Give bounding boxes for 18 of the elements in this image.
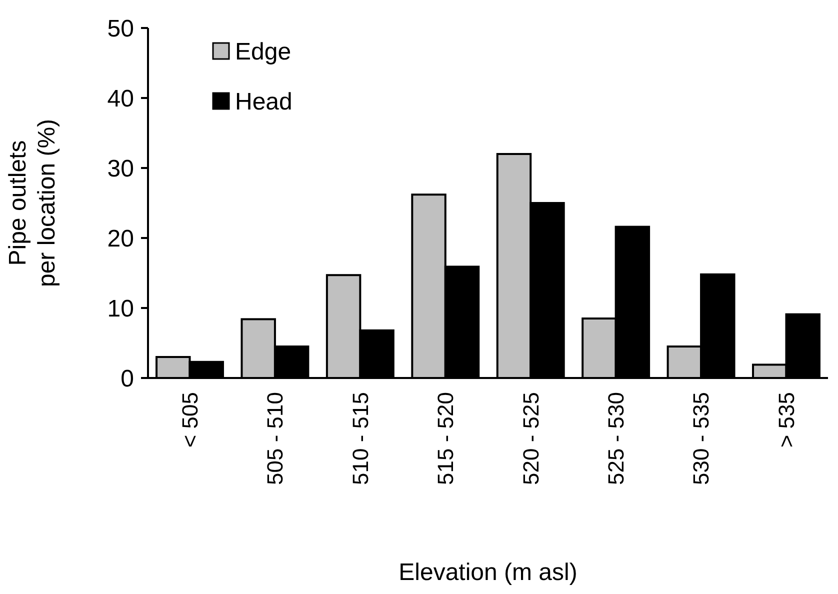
x-tick-label: 510 - 515 — [348, 392, 373, 485]
y-tick-label: 20 — [107, 225, 134, 252]
x-tick-label: 515 - 520 — [433, 392, 458, 485]
x-tick-label: 525 - 530 — [604, 392, 629, 485]
y-tick-label: 10 — [107, 295, 134, 322]
x-axis-title: Elevation (m asl) — [398, 559, 578, 586]
x-tick-label: 520 - 525 — [518, 392, 544, 485]
legend-label: Edge — [235, 38, 292, 66]
y-tick-label: 30 — [107, 155, 134, 182]
y-tick-label: 40 — [107, 85, 134, 112]
x-tick-label: > 535 — [774, 392, 799, 448]
x-tick-label: 505 - 510 — [262, 392, 288, 485]
x-tick-label: < 505 — [177, 392, 202, 448]
y-tick-label: 50 — [107, 15, 134, 42]
legend-label: Head — [235, 88, 292, 116]
y-tick-label: 0 — [120, 365, 134, 392]
y-axis-title: Pipe outlets per location (%) — [4, 118, 60, 288]
x-tick-label: 530 - 535 — [688, 392, 714, 485]
